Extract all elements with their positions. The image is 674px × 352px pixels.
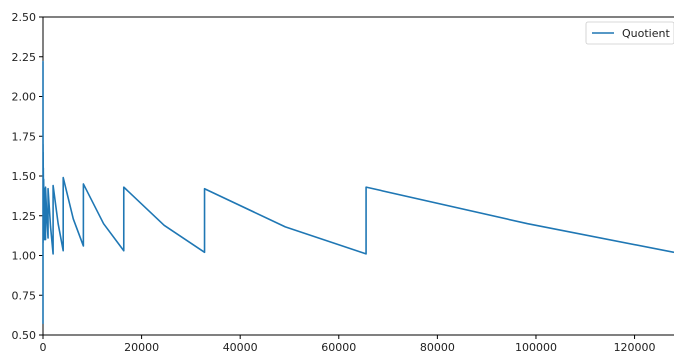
- x-tick-label: 80000: [420, 341, 455, 352]
- y-tick-label: 0.75: [12, 289, 37, 302]
- x-tick-label: 60000: [321, 341, 356, 352]
- y-tick-label: 2.00: [12, 91, 37, 104]
- x-tick-label: 100000: [515, 341, 557, 352]
- y-tick-label: 1.25: [12, 210, 37, 223]
- y-tick-label: 2.50: [12, 11, 37, 24]
- legend-box: [585, 21, 674, 45]
- x-tick-label: 0: [40, 341, 47, 352]
- series-line-quotient: [42, 60, 674, 324]
- y-tick-label: 1.75: [12, 130, 37, 143]
- y-tick-label: 0.50: [12, 329, 37, 342]
- legend-label-quotient: Quotient: [622, 27, 670, 40]
- y-tick-label: 2.25: [12, 51, 37, 64]
- legend: Quotient: [585, 21, 674, 45]
- x-tick-label: 20000: [124, 341, 159, 352]
- x-tick-label: 120000: [614, 341, 656, 352]
- y-tick-label: 1.00: [12, 250, 37, 263]
- y-tick-label: 1.50: [12, 170, 37, 183]
- x-tick-label: 40000: [223, 341, 258, 352]
